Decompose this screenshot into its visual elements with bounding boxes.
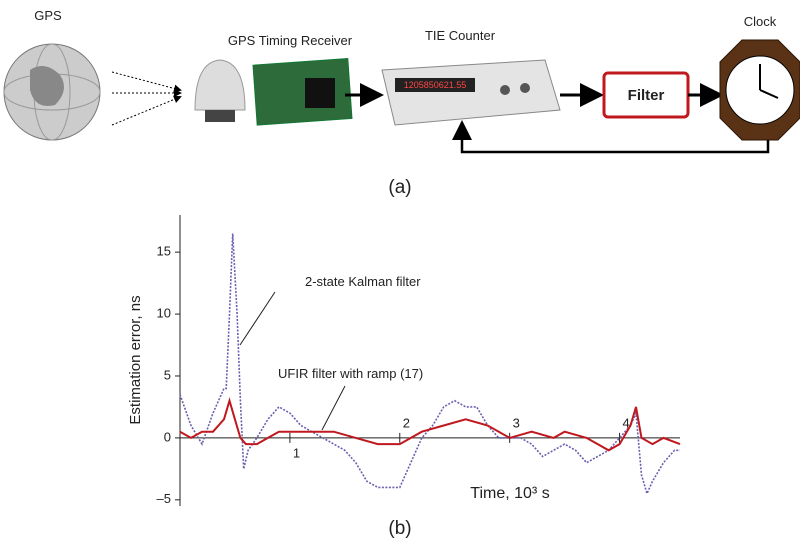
x-tick-label: 3 [513, 415, 520, 430]
y-tick-label: –5 [157, 491, 171, 506]
signal-arrow [111, 71, 182, 93]
caption: (a) [388, 177, 411, 198]
node-label: TIE Counter [425, 28, 496, 43]
series-line [179, 397, 681, 452]
x-axis-label: Time, 10³ s [470, 485, 549, 502]
annotation-leader [239, 291, 276, 346]
counter-digits: 1205850621.55 [404, 80, 467, 90]
y-tick-label: 15 [157, 244, 171, 259]
chart: Estimation error, ns Time, 10³ s 2-state… [127, 215, 681, 539]
knob [520, 83, 530, 93]
series-line [179, 233, 680, 496]
node-label: Clock [744, 14, 777, 29]
y-axis-label: Estimation error, ns [127, 295, 144, 424]
x-tick-label: 2 [403, 415, 410, 430]
signal-arrow [111, 95, 182, 126]
x-tick-label: 4 [623, 415, 630, 430]
x-tick-label: 1 [293, 445, 300, 460]
chip [305, 78, 335, 108]
node-label: GPS Timing Receiver [228, 33, 353, 48]
y-tick-label: 0 [164, 429, 171, 444]
annotation: UFIR filter with ramp (17) [278, 366, 423, 381]
diagram: GPS GPS Timing Receiver TIE Counter 1205… [3, 8, 800, 198]
antenna [194, 59, 246, 111]
receiver-board [252, 58, 353, 126]
continent [30, 66, 64, 106]
node-label: GPS [34, 8, 62, 23]
antenna-base [205, 110, 235, 122]
annotation-leader [321, 385, 346, 431]
y-tick-label: 10 [157, 306, 171, 321]
node-label: Filter [628, 87, 665, 104]
counter-box [381, 59, 561, 126]
clock-hand [759, 89, 779, 99]
annotation: 2-state Kalman filter [305, 274, 421, 289]
counter-display [395, 78, 475, 92]
y-tick-label: 5 [164, 367, 171, 382]
knob [500, 85, 510, 95]
feedback-arrow [452, 120, 770, 154]
caption: (b) [388, 518, 411, 539]
